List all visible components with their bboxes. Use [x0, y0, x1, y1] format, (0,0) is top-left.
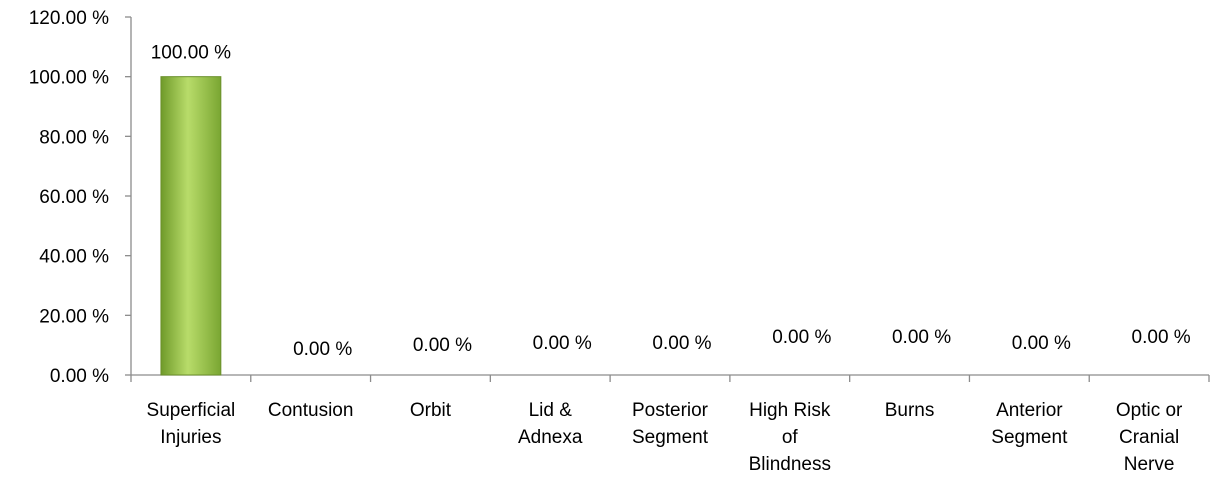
category-label: Contusion	[268, 400, 354, 421]
category-label: Optic or Cranial Nerve	[1116, 400, 1183, 475]
data-label: 0.00 %	[652, 333, 711, 354]
data-label: 0.00 %	[1012, 333, 1071, 354]
data-label: 0.00 %	[293, 339, 352, 360]
category-label: Orbit	[410, 400, 452, 421]
y-tick-label: 20.00 %	[39, 306, 109, 327]
y-tick-label: 40.00 %	[39, 247, 109, 268]
y-tick-label: 0.00 %	[50, 366, 109, 387]
data-label: 0.00 %	[772, 327, 831, 348]
y-tick-label: 80.00 %	[39, 127, 109, 148]
bars	[160, 76, 222, 376]
category-label: Lid & Adnexa	[518, 400, 583, 448]
data-label: 0.00 %	[892, 327, 951, 348]
category-label: Burns	[885, 400, 935, 421]
data-label: 0.00 %	[413, 335, 472, 356]
category-labels: Superficial Injuries Contusion Orbit Lid & Ad…	[147, 400, 1184, 475]
category-label: High Risk of Blindness	[749, 400, 831, 475]
data-label: 100.00 %	[151, 43, 231, 64]
data-labels: 100.00 % 0.00 % 0.00 % 0.00 % 0.00 % 0.00 % 0.…	[151, 43, 1191, 360]
y-axis: 0.00 % 20.00 % 40.00 % 60.00 % 80.00 % 100.00…	[29, 8, 132, 387]
y-tick-label: 120.00 %	[29, 8, 109, 29]
category-label: Superficial Injuries	[147, 400, 236, 448]
bar	[160, 76, 222, 376]
data-label: 0.00 %	[1132, 327, 1191, 348]
y-tick-label: 60.00 %	[39, 187, 109, 208]
x-axis	[130, 374, 1210, 382]
data-label: 0.00 %	[533, 333, 592, 354]
y-tick-label: 100.00 %	[29, 68, 109, 89]
category-label: Anterior Segment	[991, 400, 1068, 448]
category-label: Posterior Segment	[632, 400, 709, 448]
